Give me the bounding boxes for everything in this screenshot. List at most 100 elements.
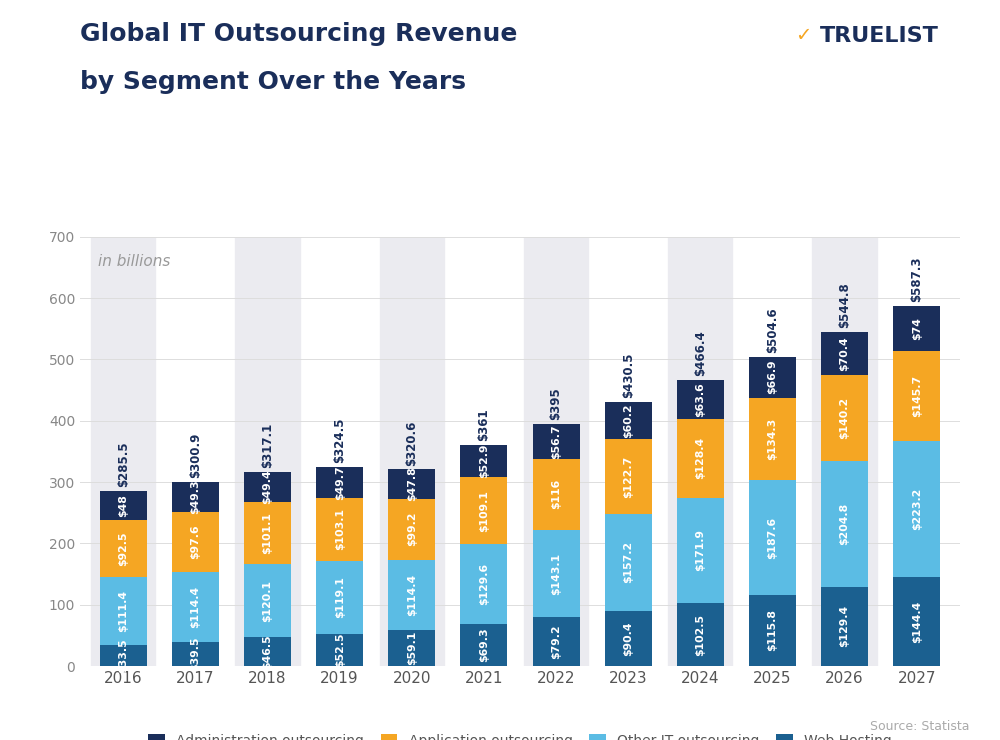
Bar [821,332,868,375]
Text: $395: $395 [550,387,563,420]
Bar [533,617,580,666]
Bar [316,497,363,561]
Text: $140.2: $140.2 [840,397,850,439]
Bar [821,375,868,461]
Bar [749,480,796,595]
Text: $587.3: $587.3 [910,257,923,302]
Bar [316,561,363,633]
Text: $99.2: $99.2 [407,512,417,546]
Bar [100,645,147,666]
Bar [524,237,588,666]
Text: $60.2: $60.2 [623,403,633,438]
Text: $33.5: $33.5 [118,639,128,673]
Bar [235,237,300,666]
Text: $120.1: $120.1 [263,579,273,622]
Bar [893,440,940,577]
Text: ✓: ✓ [795,26,811,45]
Text: Global IT Outsourcing Revenue: Global IT Outsourcing Revenue [80,22,517,46]
Text: $430.5: $430.5 [622,353,635,398]
Bar [893,577,940,666]
Bar [172,571,219,642]
Text: $134.3: $134.3 [767,417,777,460]
Text: $114.4: $114.4 [407,574,417,616]
Text: $111.4: $111.4 [118,591,128,632]
Text: $101.1: $101.1 [263,512,273,554]
Text: $97.6: $97.6 [190,525,200,559]
Text: $47.8: $47.8 [407,467,417,502]
Bar [388,630,435,666]
Bar [605,514,652,610]
Bar [812,237,877,666]
Bar [100,577,147,645]
Text: $39.5: $39.5 [190,636,200,671]
Text: $504.6: $504.6 [766,307,779,353]
Bar [460,624,507,666]
Text: by Segment Over the Years: by Segment Over the Years [80,70,466,94]
Bar [605,439,652,514]
Bar [605,402,652,439]
Bar [100,491,147,520]
Text: $466.4: $466.4 [694,331,707,377]
Bar [893,352,940,440]
Bar [821,461,868,587]
Bar [460,477,507,544]
Bar [100,520,147,577]
Bar [388,469,435,499]
Text: $187.6: $187.6 [767,517,777,559]
Text: $129.6: $129.6 [479,562,489,605]
Bar [749,397,796,480]
Text: $320.6: $320.6 [405,420,418,465]
Text: in billions: in billions [98,254,170,269]
Text: $59.1: $59.1 [407,630,417,665]
Text: $157.2: $157.2 [623,542,633,583]
Bar [460,544,507,624]
Bar [172,512,219,571]
Text: TRUELIST: TRUELIST [820,26,939,46]
Text: $109.1: $109.1 [479,490,489,531]
Text: $70.4: $70.4 [840,336,850,371]
Bar [380,237,444,666]
Text: $143.1: $143.1 [551,553,561,595]
Text: $122.7: $122.7 [623,455,633,498]
Bar [605,610,652,666]
Bar [244,502,291,564]
Bar [244,637,291,666]
Text: $56.7: $56.7 [551,424,561,459]
Text: $115.8: $115.8 [767,610,777,651]
Text: $46.5: $46.5 [263,634,273,669]
Text: $103.1: $103.1 [335,508,345,550]
Bar [533,424,580,459]
Text: $300.9: $300.9 [189,432,202,478]
Text: $48: $48 [118,494,128,517]
Bar [388,559,435,630]
Legend: Administration outsourcing, Application outsourcing, Other IT outsourcing, Web H: Administration outsourcing, Application … [143,729,897,740]
Text: $49.7: $49.7 [335,465,345,500]
Bar [172,482,219,512]
Text: $119.1: $119.1 [335,576,345,618]
Text: $128.4: $128.4 [695,437,705,480]
Text: $144.4: $144.4 [912,601,922,643]
Text: $114.4: $114.4 [190,585,200,628]
Bar [533,459,580,530]
Bar [91,237,155,666]
Text: $361: $361 [477,408,490,441]
Bar [668,237,732,666]
Text: $171.9: $171.9 [695,529,705,571]
Text: $79.2: $79.2 [551,625,561,659]
Bar [821,587,868,666]
Text: $92.5: $92.5 [118,531,128,566]
Text: $145.7: $145.7 [912,375,922,417]
Bar [460,445,507,477]
Text: $52.5: $52.5 [335,633,345,667]
Bar [677,498,724,603]
Text: Source: Statista: Source: Statista [870,719,970,733]
Bar [244,471,291,502]
Bar [316,467,363,497]
Bar [749,357,796,397]
Bar [172,642,219,666]
Bar [316,633,363,666]
Bar [677,603,724,666]
Text: $90.4: $90.4 [623,621,633,656]
Bar [677,380,724,419]
Text: $129.4: $129.4 [840,605,850,648]
